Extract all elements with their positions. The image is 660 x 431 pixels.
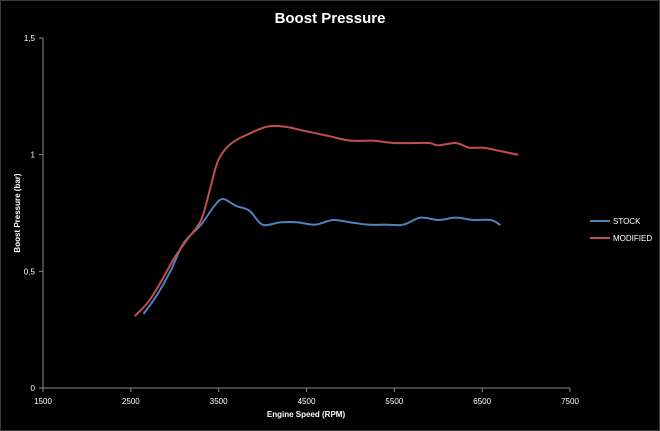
legend: STOCK MODIFIED [590, 217, 652, 243]
series-line-modified [134, 124, 519, 317]
legend-label-modified: MODIFIED [613, 234, 652, 243]
x-axis-label: Engine Speed (RPM) [267, 410, 346, 419]
x-tick-label: 1500 [34, 397, 52, 406]
y-tick-label: 1,5 [24, 34, 36, 43]
x-tick-label: 3500 [210, 397, 228, 406]
y-tick-label: 0,5 [24, 267, 36, 276]
series-line-stock [143, 198, 501, 315]
x-tick-label: 2500 [122, 397, 140, 406]
y-tick-label: 0 [31, 384, 36, 393]
x-tick-label: 7500 [561, 397, 579, 406]
legend-label-stock: STOCK [613, 217, 641, 226]
series-layer [134, 124, 519, 317]
y-tick-labels: 0 0,5 1 1,5 [24, 34, 43, 393]
chart-title: Boost Pressure [275, 10, 386, 27]
x-tick-label: 6500 [473, 397, 491, 406]
y-axis-label: Boost Pressure (bar) [13, 173, 22, 252]
x-tick-label: 4500 [298, 397, 316, 406]
y-tick-label: 1 [31, 151, 36, 160]
x-tick-labels: 1500 2500 3500 4500 5500 6500 7500 [34, 388, 579, 406]
x-tick-label: 5500 [385, 397, 403, 406]
